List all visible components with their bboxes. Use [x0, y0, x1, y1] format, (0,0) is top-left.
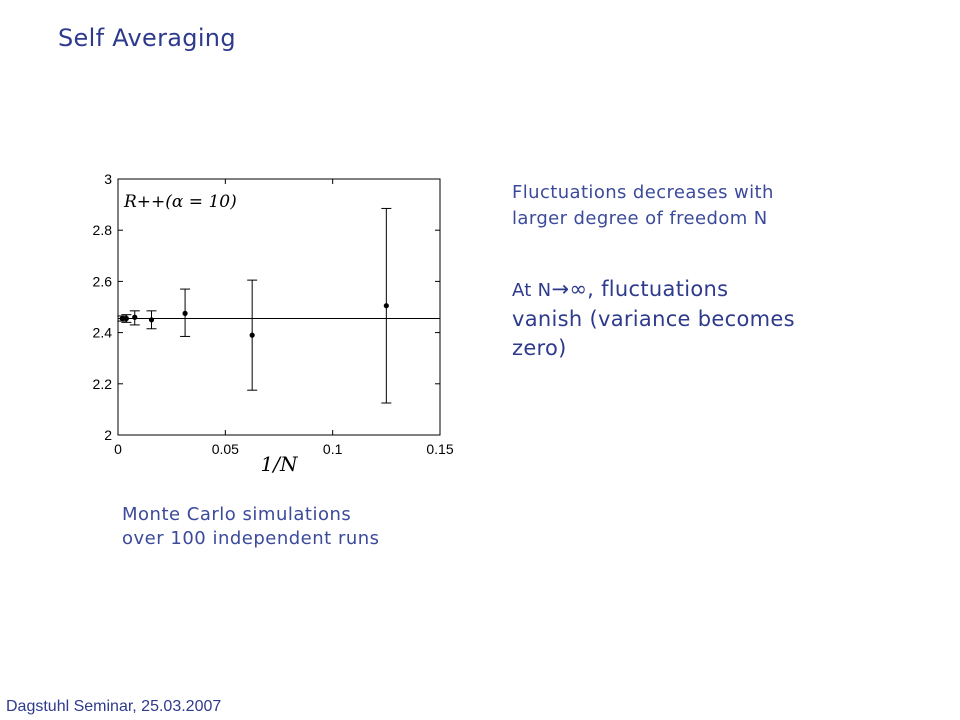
caption-line-2: over 100 independent runs	[122, 528, 380, 549]
figure-caption: Monte Carlo simulations over 100 indepen…	[122, 503, 380, 551]
data-point	[182, 310, 188, 316]
slide-title: Self Averaging	[58, 24, 236, 52]
axis-ticks: 0 0.05 0.1 0.15 2 2.2 2.4 2.6 2.8 3	[93, 171, 454, 457]
footer-text: Dagstuhl Seminar, 25.03.2007	[6, 698, 222, 715]
data-point	[119, 315, 125, 322]
note-fluctuations: Fluctuations decreases with larger degre…	[512, 180, 932, 232]
y-tick-label: 2.8	[93, 222, 113, 238]
data-point	[123, 315, 129, 322]
y-tick-label: 2.2	[93, 376, 113, 392]
note-limit: At N→∞, fluctuations vanish (variance be…	[512, 275, 912, 363]
y-tick-label: 2.6	[93, 273, 113, 289]
x-axis-label: 1/N	[261, 452, 299, 476]
note2-part-3: vanish	[512, 307, 583, 331]
data-point	[132, 314, 138, 320]
x-tick-label: 0.1	[323, 441, 343, 457]
note2-part-4: (variance becomes	[582, 307, 795, 331]
caption-line-1: Monte Carlo simulations	[122, 504, 352, 525]
chart-annotation: R++(α = 10)	[123, 192, 237, 212]
arrow-infinity-symbol: →∞	[551, 277, 588, 301]
note1-line-1: Fluctuations decreases with	[512, 182, 774, 203]
note2-part-1: At N	[512, 280, 552, 301]
x-tick-label: 0	[114, 441, 122, 457]
x-tick-label: 0.05	[212, 441, 239, 457]
error-bar-chart: 0 0.05 0.1 0.15 2 2.2 2.4 2.6 2.8 3 R++(α = 10) 1…	[93, 171, 454, 476]
data-point	[383, 303, 389, 309]
data-point	[249, 332, 255, 338]
data-points	[119, 303, 389, 338]
y-tick-label: 2.4	[93, 325, 113, 341]
y-tick-label: 3	[104, 171, 112, 187]
y-tick-label: 2	[104, 427, 112, 443]
plot-frame	[117, 178, 441, 436]
data-point	[148, 317, 155, 323]
note2-part-2: , fluctuations	[587, 277, 729, 301]
note1-line-2: larger degree of freedom N	[512, 208, 768, 229]
x-tick-label: 0.15	[426, 441, 453, 457]
error-bars	[117, 207, 392, 404]
note2-part-5: zero)	[512, 336, 567, 360]
